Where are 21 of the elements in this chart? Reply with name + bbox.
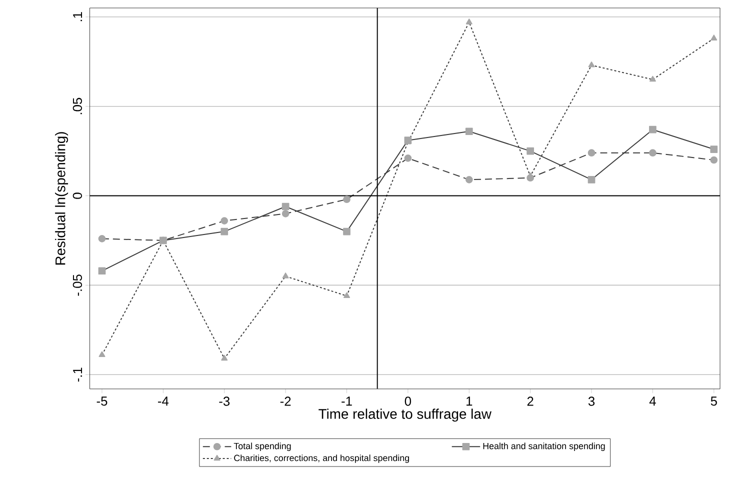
x-tick-label: -3: [219, 396, 230, 406]
x-axis-title: Time relative to suffrage law: [318, 408, 492, 422]
x-tick-label: 3: [588, 396, 595, 406]
x-tick-label: 2: [527, 396, 534, 406]
x-tick-label: 4: [649, 396, 656, 406]
y-tick-label: -.1: [73, 368, 82, 382]
x-tick-label: 5: [710, 396, 717, 406]
x-tick-label: 0: [404, 396, 412, 406]
x-tick-label: -1: [342, 396, 352, 406]
y-tick-label: .1: [73, 12, 82, 22]
y-tick-label: -.05: [72, 274, 82, 296]
x-tick-label: -2: [280, 396, 291, 406]
y-tick-label: 0: [72, 192, 82, 200]
x-tick-label: 1: [466, 396, 472, 406]
legend-label: Total spending: [234, 442, 291, 452]
legend-label: Health and sanitation spending: [483, 442, 605, 452]
legend-label: Charities, corrections, and hospital spending: [234, 454, 410, 464]
x-tick-label: -5: [96, 396, 108, 406]
y-axis-title: Residual ln(spending): [55, 132, 68, 265]
x-tick-label: -4: [158, 396, 169, 406]
y-tick-label: .05: [72, 98, 82, 114]
